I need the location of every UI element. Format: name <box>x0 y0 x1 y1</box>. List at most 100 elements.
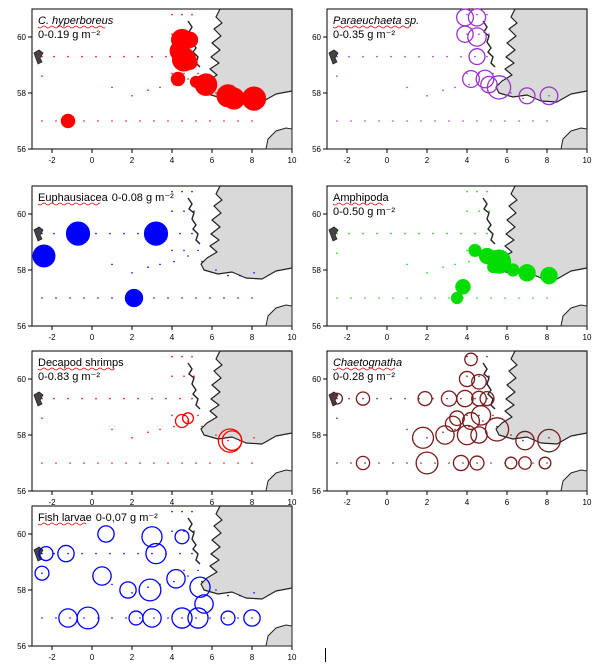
species-title: Amphipoda <box>333 192 390 204</box>
biomass-circle <box>480 75 498 94</box>
station-dot <box>83 120 85 122</box>
station-dot <box>195 617 197 619</box>
station-dot <box>181 13 183 16</box>
biomass-circle <box>411 426 435 449</box>
biomass-circle <box>119 581 137 599</box>
station-dot <box>466 13 468 16</box>
biomass-circle <box>518 456 532 470</box>
station-dot <box>97 297 99 299</box>
station-dot <box>468 260 470 263</box>
station-dot <box>55 617 57 619</box>
biomass-circle <box>518 87 536 105</box>
station-dot <box>522 439 524 442</box>
station-dot <box>209 617 211 619</box>
x-tick-label: 10 <box>288 156 297 165</box>
station-dot <box>197 249 199 252</box>
station-dot <box>83 297 85 299</box>
station-dot <box>159 428 161 431</box>
x-tick-label: 8 <box>545 156 550 165</box>
station-dot <box>147 586 149 588</box>
biomass-circle <box>124 288 144 308</box>
station-dot <box>173 425 175 428</box>
biomass-circle <box>506 263 520 277</box>
station-dot <box>97 120 99 122</box>
x-tick-label: 2 <box>130 653 135 662</box>
range-label: 0-0,07 g m⁻² <box>96 512 158 524</box>
station-dot <box>426 437 428 439</box>
station-dot <box>518 297 520 299</box>
biomass-circle <box>174 413 190 429</box>
biomass-circle <box>171 607 193 629</box>
x-tick-label: -2 <box>48 653 56 662</box>
station-dot <box>181 355 183 358</box>
station-dot <box>251 297 253 299</box>
biomass-circle <box>468 243 482 257</box>
station-dot <box>197 414 199 417</box>
station-dot <box>147 89 149 91</box>
biomass-circle <box>57 544 75 563</box>
station-dot <box>153 462 155 464</box>
station-dot <box>474 397 476 400</box>
skerry-coastline <box>187 197 201 245</box>
station-dot <box>193 375 195 377</box>
station-dot <box>125 462 127 464</box>
station-dot <box>420 297 422 299</box>
station-dot <box>420 462 422 464</box>
station-dot <box>167 462 169 464</box>
station-dot <box>237 617 239 619</box>
station-dot <box>336 397 338 400</box>
biomass-circle <box>355 391 371 406</box>
station-dot <box>111 86 113 89</box>
station-dot <box>390 397 392 400</box>
station-dot <box>123 232 125 235</box>
y-tick-label: 56 <box>17 487 26 496</box>
station-dot <box>392 462 394 464</box>
panel-decapod-shrimps: -2 0 2 4 6 8 10 56 58 60 Decapod shrimps 0-0.83 g m… <box>10 345 300 515</box>
y-tick-label: 60 <box>17 375 26 384</box>
station-dot <box>173 260 175 263</box>
biomass-circle <box>145 542 167 565</box>
x-tick-label: 0 <box>90 333 95 342</box>
panel-amphipoda: -2 0 2 4 6 8 10 56 58 60 Amphipoda 0-0.50 g m⁻² <box>305 180 595 350</box>
shetland-islands <box>33 226 44 242</box>
station-dot <box>167 617 169 619</box>
station-dot <box>420 120 422 122</box>
x-tick-label: -2 <box>343 156 351 165</box>
station-dot <box>187 575 189 577</box>
station-dot <box>239 439 241 442</box>
y-tick-label: 56 <box>17 322 26 331</box>
station-dot <box>171 210 173 212</box>
biomass-circle <box>467 27 487 47</box>
station-dot <box>111 583 113 586</box>
biomass-circle <box>142 608 162 628</box>
station-dot <box>41 120 43 122</box>
spellcheck-underline <box>332 25 414 29</box>
x-tick-label: 0 <box>385 498 390 507</box>
station-dot <box>109 397 111 400</box>
shetland-islands <box>33 391 44 407</box>
x-tick-label: 4 <box>465 498 470 507</box>
spellcheck-underline <box>37 25 119 29</box>
station-dot <box>41 552 43 555</box>
x-tick-label: 2 <box>425 498 430 507</box>
station-dot <box>171 249 173 252</box>
station-dot <box>197 569 199 572</box>
biomass-circle <box>194 594 214 614</box>
station-dot <box>404 397 406 400</box>
station-dot <box>426 272 428 274</box>
x-tick-label: 0 <box>385 156 390 165</box>
station-dot <box>153 297 155 299</box>
station-dot <box>171 414 173 417</box>
station-dot <box>111 120 113 122</box>
x-tick-label: 4 <box>465 333 470 342</box>
station-dot <box>432 55 434 58</box>
station-dot <box>406 428 408 431</box>
station-dot <box>53 552 55 555</box>
range-label: 0-0.19 g m⁻² <box>38 29 100 41</box>
map-svg: -2 0 2 4 6 8 10 56 58 60 Euphausiacea 0-0.08 g m⁻² <box>17 185 297 342</box>
x-tick-label: 2 <box>130 333 135 342</box>
station-dot <box>466 33 468 35</box>
station-dot <box>434 297 436 299</box>
station-dot <box>55 120 57 122</box>
station-dot <box>504 120 506 122</box>
